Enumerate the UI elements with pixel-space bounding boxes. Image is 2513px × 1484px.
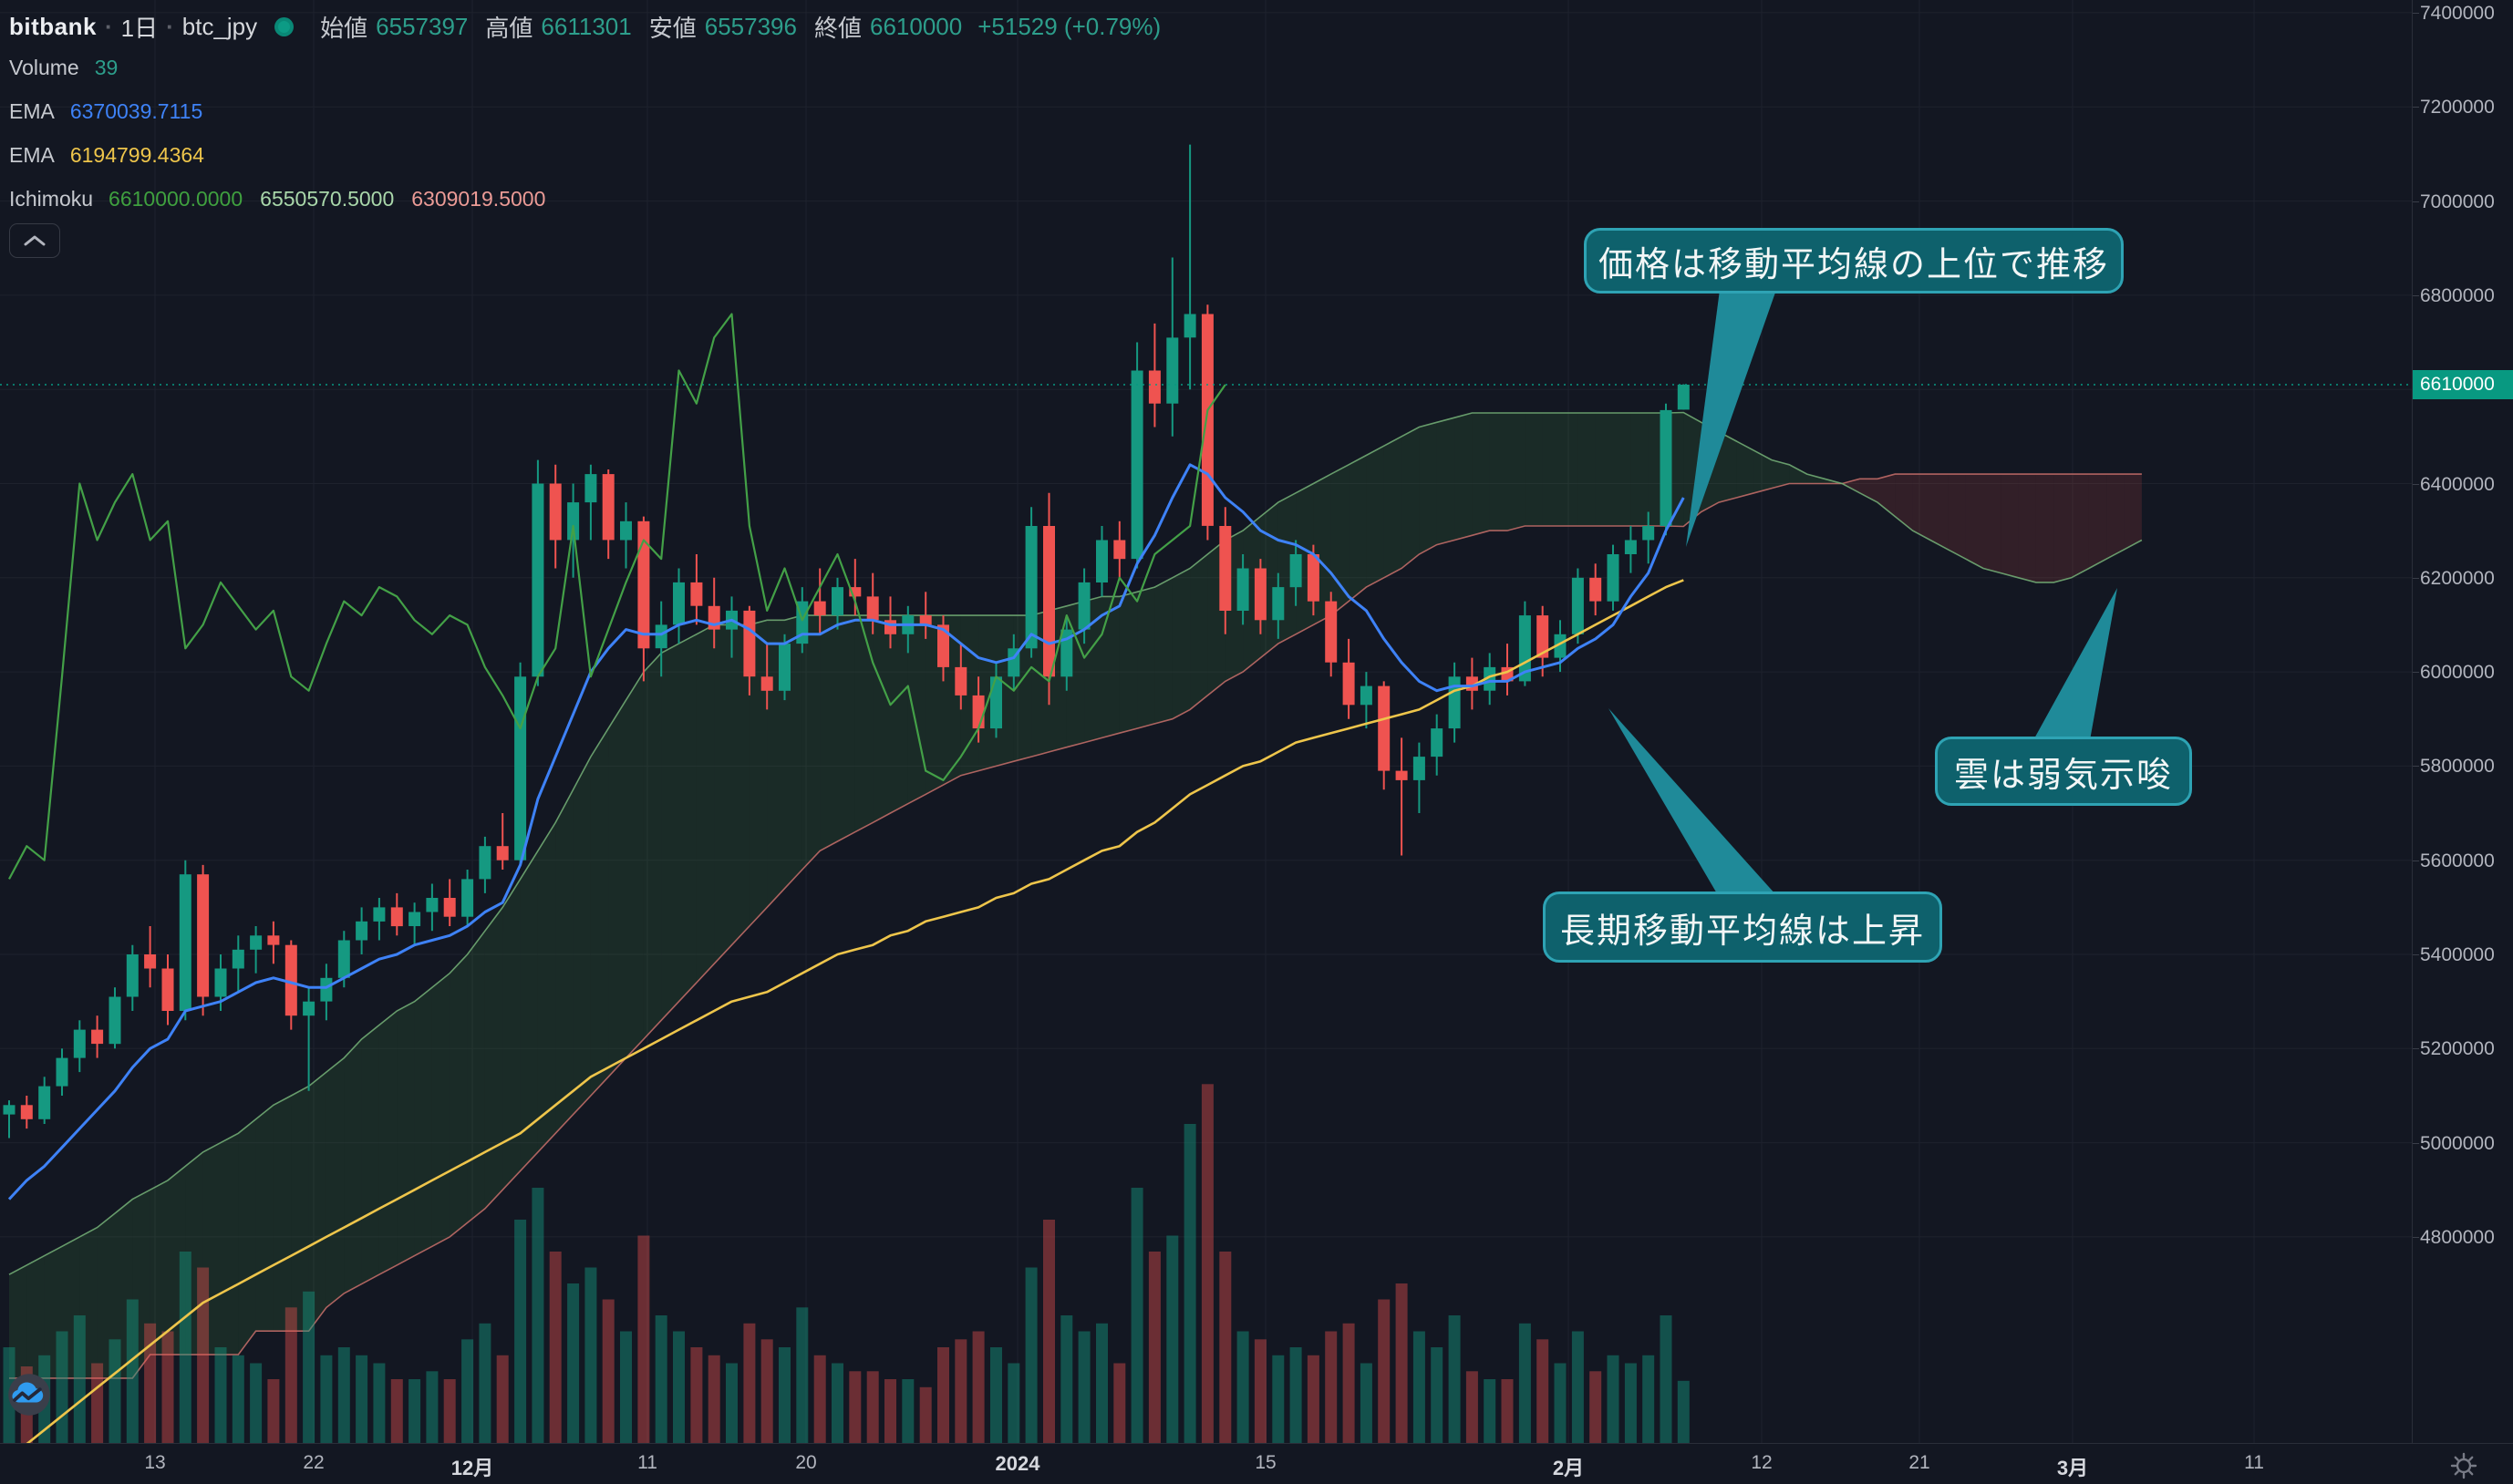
price-axis-label: 6000000 (2420, 662, 2495, 684)
close-value: 6610000 (869, 12, 963, 40)
price-axis-tick (2413, 107, 2419, 108)
chart-canvas (0, 0, 2412, 1443)
low-label: 安値 (648, 14, 697, 42)
symbol-row[interactable]: bitbank · 1日 · btc_jpy 始値 6557397 高値 661… (9, 7, 1161, 46)
separator: · (166, 12, 174, 40)
price-axis-label: 7000000 (2420, 191, 2495, 212)
cloud-chart-logo-icon (8, 1374, 50, 1416)
time-axis-label: 13 (144, 1452, 166, 1473)
interval-label[interactable]: 1日 (120, 14, 159, 42)
ema-long-indicator-row[interactable]: EMA 6194799.4364 (9, 133, 1161, 177)
time-axis-label: 12月 (450, 1457, 494, 1479)
price-axis-tick (2413, 201, 2419, 202)
ema-short-indicator-row[interactable]: EMA 6370039.7115 (9, 89, 1161, 133)
time-axis-label: 3月 (2056, 1457, 2089, 1479)
ichimoku-lagging-value: 6610000.0000 (109, 186, 243, 211)
price-axis-label: 5200000 (2420, 1038, 2495, 1060)
symbol-name[interactable]: bitbank (9, 12, 97, 40)
time-axis-label: 20 (795, 1452, 817, 1473)
ichimoku-indicator-row[interactable]: Ichimoku 6610000.0000 6550570.5000 63090… (9, 177, 1161, 221)
ichimoku-lead-b-value: 6309019.5000 (411, 186, 546, 211)
ema-short-label: EMA (9, 98, 55, 123)
volume-indicator-row[interactable]: Volume 39 (9, 46, 1161, 89)
ema-long-value: 6194799.4364 (69, 142, 204, 167)
high-label: 高値 (485, 14, 533, 42)
ema-short-value: 6370039.7115 (69, 98, 203, 123)
legend: bitbank · 1日 · btc_jpy 始値 6557397 高値 661… (9, 7, 1161, 221)
price-axis-label: 6200000 (2420, 567, 2495, 589)
ichimoku-label: Ichimoku (9, 186, 94, 211)
change-value: +51529 (+0.79%) (977, 12, 1162, 40)
price-axis-tick (2413, 577, 2419, 579)
legend-collapse-button[interactable] (9, 223, 60, 258)
time-axis-label: 2月 (1552, 1457, 1585, 1479)
gear-icon[interactable] (2449, 1451, 2478, 1480)
ema-long-label: EMA (9, 142, 55, 167)
price-axis-label: 5800000 (2420, 756, 2495, 778)
price-axis-tick (2413, 483, 2419, 485)
price-axis[interactable]: 7400000 7200000 7000000 6800000 6400000 62000… (2412, 0, 2513, 1443)
price-axis-tick (2413, 12, 2419, 14)
high-value: 6611301 (541, 12, 632, 40)
chart-plot-area[interactable]: bitbank · 1日 · btc_jpy 始値 6557397 高値 661… (0, 0, 2412, 1443)
time-axis-label: 11 (2244, 1452, 2264, 1473)
price-axis-label: 6400000 (2420, 473, 2495, 495)
logo-badge[interactable] (5, 1370, 54, 1419)
price-axis-label: 4800000 (2420, 1226, 2495, 1248)
time-axis-label: 2024 (995, 1452, 1040, 1475)
open-value: 6557397 (376, 12, 469, 40)
price-axis-label: 5600000 (2420, 850, 2495, 871)
price-axis-label: 6800000 (2420, 284, 2495, 306)
price-axis-tick (2413, 672, 2419, 674)
separator: · (104, 12, 113, 40)
chevron-up-icon (24, 235, 46, 246)
annotation-callout[interactable]: 雲は弱気示唆 (1935, 737, 2192, 806)
annotation-callout[interactable]: 長期移動平均線は上昇 (1543, 891, 1942, 963)
close-label: 終値 (813, 14, 862, 42)
time-axis-label: 15 (1255, 1452, 1277, 1473)
open-label: 始値 (320, 14, 368, 42)
price-axis-label: 5400000 (2420, 944, 2495, 965)
price-axis-label: 7400000 (2420, 2, 2495, 24)
time-axis[interactable]: 13 22 12月 11 20 2024 15 2月 12 21 3月 11 (0, 1443, 2513, 1484)
price-axis-tick (2413, 1048, 2419, 1050)
pair-label[interactable]: btc_jpy (181, 12, 258, 40)
time-axis-label: 22 (303, 1452, 325, 1473)
price-axis-tick (2413, 294, 2419, 296)
time-axis-label: 11 (637, 1452, 657, 1473)
price-axis-label: 5000000 (2420, 1132, 2495, 1154)
last-price-tag: 6610000 (2413, 370, 2513, 399)
price-axis-tick (2413, 766, 2419, 768)
volume-label: Volume (9, 55, 79, 79)
price-axis-tick (2413, 954, 2419, 955)
market-status-icon (274, 16, 295, 36)
price-axis-tick (2413, 1236, 2419, 1238)
low-value: 6557396 (704, 12, 797, 40)
ichimoku-lead-a-value: 6550570.5000 (260, 186, 395, 211)
price-axis-label: 7200000 (2420, 97, 2495, 119)
time-axis-label: 12 (1751, 1452, 1773, 1473)
price-axis-tick (2413, 1142, 2419, 1144)
volume-value: 39 (94, 55, 119, 79)
annotation-callout[interactable]: 価格は移動平均線の上位で推移 (1584, 228, 2124, 294)
time-axis-label: 21 (1908, 1452, 1930, 1473)
